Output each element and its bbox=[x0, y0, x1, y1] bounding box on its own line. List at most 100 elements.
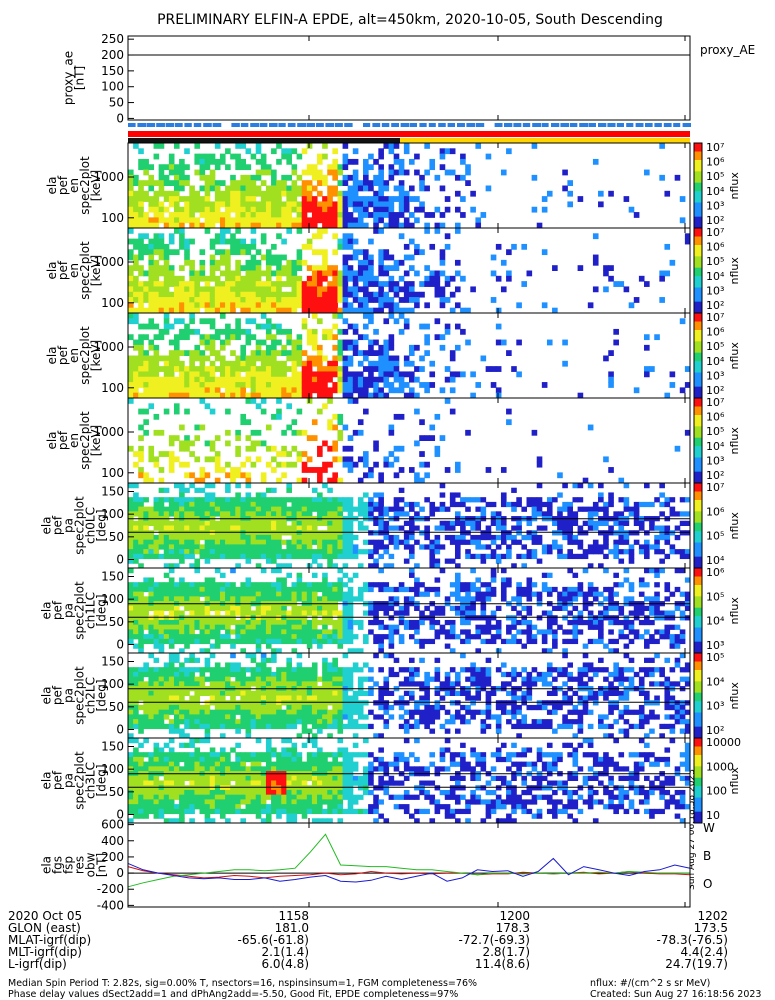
spec-cell bbox=[194, 281, 201, 287]
spec-cell bbox=[225, 281, 231, 287]
spec-cell bbox=[163, 174, 170, 181]
spec-cell bbox=[265, 610, 272, 616]
spec-cell bbox=[373, 328, 379, 335]
spec-cell bbox=[204, 544, 211, 550]
spec-cell bbox=[664, 596, 671, 602]
spec-cell bbox=[179, 328, 185, 335]
spec-cell bbox=[301, 429, 308, 436]
spec-cell bbox=[286, 222, 292, 229]
spec-cell bbox=[291, 506, 298, 512]
spec-cell bbox=[209, 392, 216, 399]
spec-cell bbox=[654, 610, 660, 616]
spec-cell bbox=[245, 520, 252, 526]
spec-cell bbox=[158, 355, 165, 362]
spec-cell bbox=[419, 615, 425, 621]
spec-cell bbox=[531, 174, 538, 181]
spec-cell bbox=[332, 530, 338, 536]
spec-cell bbox=[194, 591, 201, 597]
spec-cell bbox=[644, 638, 650, 645]
spec-cell bbox=[434, 451, 441, 457]
spec-cell bbox=[204, 456, 211, 463]
spec-cell bbox=[219, 596, 226, 602]
spec-cell bbox=[470, 610, 476, 616]
spec-cell bbox=[204, 520, 211, 526]
spec-cell bbox=[230, 302, 236, 309]
spec-cell bbox=[158, 451, 165, 457]
spec-cell bbox=[327, 582, 333, 588]
spec-cell bbox=[306, 511, 313, 517]
spec-cell bbox=[378, 201, 384, 208]
spec-cell bbox=[414, 501, 420, 508]
spec-cell bbox=[531, 549, 538, 555]
spec-cell bbox=[148, 238, 155, 245]
spec-cell bbox=[235, 238, 241, 245]
spec-cell bbox=[138, 297, 144, 303]
spec-cell bbox=[342, 180, 349, 186]
spec-cell bbox=[306, 643, 313, 649]
spec-cell bbox=[260, 350, 267, 356]
spec-cell bbox=[557, 544, 563, 550]
spec-cell bbox=[225, 638, 231, 645]
spec-cell bbox=[311, 539, 318, 545]
spec-cell bbox=[235, 596, 241, 602]
spec-cell bbox=[225, 366, 231, 372]
spec-cell bbox=[209, 387, 216, 394]
spec-cell bbox=[235, 259, 241, 266]
spec-cell bbox=[214, 530, 221, 536]
spec-cell bbox=[352, 344, 359, 351]
spec-cell bbox=[179, 376, 185, 383]
spec-cell bbox=[311, 307, 318, 314]
spec-cell bbox=[393, 534, 400, 541]
spec-cell bbox=[449, 619, 456, 626]
spec-cell bbox=[480, 544, 487, 550]
spec-cell bbox=[235, 190, 241, 197]
spec-cell bbox=[434, 619, 441, 626]
spec-cell bbox=[419, 461, 425, 468]
spec-cell bbox=[204, 506, 211, 512]
spec-cell bbox=[322, 371, 328, 378]
spec-cell bbox=[209, 350, 216, 356]
spec-cell bbox=[189, 615, 195, 621]
spec-cell bbox=[378, 477, 384, 484]
spec-cell bbox=[230, 506, 236, 512]
colorbar-cell bbox=[694, 593, 702, 597]
spec-cell bbox=[317, 467, 323, 473]
spec-cell bbox=[409, 387, 415, 394]
spec-cell bbox=[311, 619, 318, 626]
spec-cell bbox=[429, 243, 436, 250]
spec-cell bbox=[265, 328, 272, 335]
colorbar-cell bbox=[694, 528, 702, 532]
spec-cell bbox=[296, 634, 303, 640]
spec-cell bbox=[567, 549, 573, 555]
spec-cell bbox=[271, 254, 277, 261]
spec-cell bbox=[322, 403, 328, 410]
spec-cell bbox=[337, 591, 344, 597]
spec-cell bbox=[199, 387, 206, 394]
spec-cell bbox=[301, 553, 308, 560]
colorbar-cell bbox=[694, 474, 702, 478]
colorbar-cell bbox=[694, 352, 702, 356]
spec-cell bbox=[291, 376, 298, 383]
spec-cell bbox=[414, 217, 420, 224]
spec-cell bbox=[378, 302, 384, 309]
spec-cell bbox=[173, 392, 180, 399]
spec-cell bbox=[521, 643, 528, 649]
spec-cell bbox=[199, 610, 206, 616]
spec-cell bbox=[163, 382, 170, 388]
spec-cell bbox=[470, 371, 476, 378]
colorbar-tick-label: 10² bbox=[706, 214, 724, 227]
spec-cell bbox=[219, 259, 226, 266]
spec-cell bbox=[291, 291, 298, 298]
spec-cell bbox=[557, 624, 563, 630]
spec-cell bbox=[337, 180, 344, 186]
spec-cell bbox=[286, 174, 292, 181]
colorbar-tick-label: 10⁷ bbox=[706, 141, 724, 154]
spec-cell bbox=[276, 582, 282, 588]
spec-cell bbox=[260, 360, 267, 367]
spec-cell bbox=[291, 530, 298, 536]
spec-cell bbox=[352, 174, 359, 181]
bar-segment bbox=[560, 123, 570, 127]
spec-cell bbox=[230, 472, 236, 479]
spec-cell bbox=[347, 530, 354, 536]
spec-cell bbox=[500, 525, 507, 531]
